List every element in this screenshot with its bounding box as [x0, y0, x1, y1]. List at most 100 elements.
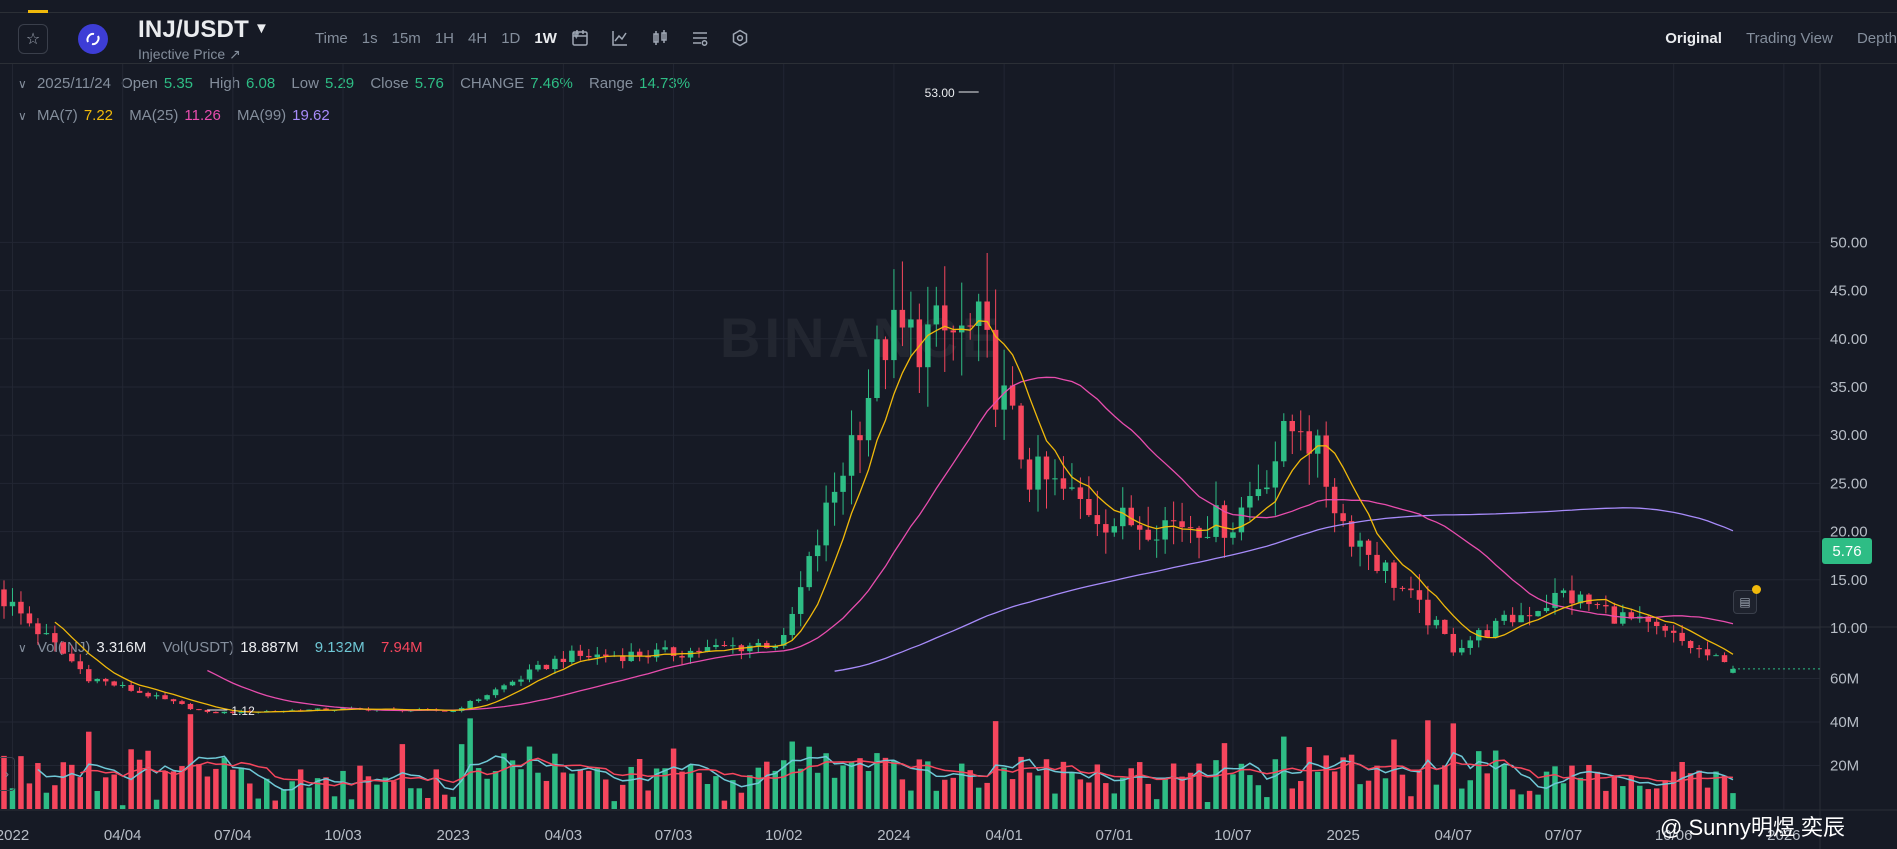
collapse-chevron-icon[interactable]: ∨ [18, 77, 27, 91]
view-trading-view[interactable]: Trading View [1746, 30, 1833, 47]
candle-body [653, 649, 660, 658]
candle-body [1306, 431, 1312, 454]
volume-bar [1043, 759, 1050, 809]
volume-bar [365, 776, 372, 809]
volume-bar [69, 764, 75, 809]
candle-body [170, 699, 177, 702]
candle-body [569, 650, 575, 663]
extreme-marker-label-0: 53.00 [925, 86, 955, 100]
volume-bar [416, 788, 423, 809]
candle-body [696, 650, 702, 652]
candle-body [1111, 526, 1118, 533]
candle-body [1221, 505, 1228, 538]
indicators-icon[interactable] [680, 26, 720, 50]
candle-body [9, 601, 16, 607]
candle-body [1645, 616, 1651, 622]
view-depth[interactable]: Depth [1856, 30, 1897, 47]
candle-body [1357, 540, 1363, 547]
volume-bar [1637, 785, 1643, 809]
volume-bar [535, 772, 541, 809]
favorite-star-icon[interactable]: ☆ [18, 24, 48, 54]
candle-body [314, 708, 321, 710]
ma7-value: 7.22 [83, 107, 114, 124]
volume-bar [238, 767, 245, 809]
candle-body [992, 329, 999, 410]
candle-body [1094, 515, 1101, 525]
volume-bar [77, 777, 84, 809]
candle-body [1077, 487, 1084, 500]
volume-bar [1543, 771, 1550, 809]
pair-title[interactable]: INJ/USDT [138, 16, 249, 43]
volume-bar [1611, 775, 1618, 809]
time-tick-1: 04/04 [104, 827, 142, 844]
volume-bar [1238, 763, 1245, 809]
volume-bar [1077, 779, 1084, 809]
candle-body [1136, 525, 1143, 530]
time-tick-7: 10/02 [765, 827, 803, 844]
volume-bar [1459, 788, 1465, 809]
vol-collapse-chevron-icon[interactable]: ∨ [18, 641, 27, 655]
candle-body [340, 708, 346, 710]
candle-body [1128, 507, 1134, 526]
time-tick-11: 10/07 [1214, 827, 1252, 844]
candle-body [882, 339, 889, 361]
volume-bar [1365, 780, 1372, 809]
note-icon[interactable]: ▤ [1733, 590, 1757, 614]
volume-bar [425, 797, 431, 809]
candle-body [1586, 594, 1592, 605]
volume-bar [1052, 793, 1058, 809]
candle-body [679, 656, 685, 658]
ma99-label: MA(99) [236, 107, 287, 124]
candle-body [526, 669, 533, 680]
candlestick-chart[interactable]: 10.00 15.00 20.00 25.00 30.00 35.00 40.00 45.00… [0, 64, 1897, 849]
pair-dropdown-caret-icon[interactable]: ▼ [254, 20, 269, 37]
candle-body [1365, 540, 1372, 555]
volume-bar [789, 741, 795, 809]
candle-body [501, 685, 507, 690]
interval-1h[interactable]: 1H [434, 30, 454, 47]
ma99-value: 19.62 [292, 107, 330, 124]
candlestick-icon[interactable] [640, 26, 680, 50]
volume-bar [43, 792, 50, 809]
volume-bar [772, 770, 779, 809]
volume-bar [840, 765, 846, 809]
volume-bar [1653, 788, 1660, 809]
volume-bar [586, 770, 592, 809]
volume-bar [162, 771, 168, 809]
interval-1d[interactable]: 1D [501, 30, 521, 47]
volume-bar [204, 776, 211, 809]
candle-body [1696, 648, 1702, 650]
side-panel-toggle-icon[interactable]: › [0, 757, 15, 791]
volume-bar [543, 780, 550, 809]
volume-bar [1035, 775, 1041, 809]
volume-bar [1086, 782, 1092, 809]
interval-1w[interactable]: 1W [534, 30, 557, 47]
time-tick-6: 07/03 [655, 827, 693, 844]
volume-bar [1467, 780, 1473, 809]
line-chart-icon[interactable] [600, 26, 640, 50]
candle-body [1213, 505, 1219, 537]
candle-body [475, 699, 482, 701]
candle-body [899, 309, 906, 328]
interval-time[interactable]: Time [315, 30, 348, 47]
interval-15m[interactable]: 15m [391, 30, 421, 47]
volume-bar [408, 788, 414, 809]
volume-bar [272, 800, 278, 809]
ma-collapse-chevron-icon[interactable]: ∨ [18, 109, 27, 123]
interval-4h[interactable]: 4H [468, 30, 488, 47]
candle-body [1052, 478, 1058, 480]
pair-subtitle-link[interactable]: Injective Price ↗ [138, 46, 241, 62]
vol-ma2-line [80, 757, 1734, 787]
candle-body [535, 664, 541, 670]
candle-body [1, 589, 7, 607]
view-original[interactable]: Original [1665, 30, 1722, 47]
interval-1s[interactable]: 1s [361, 30, 378, 47]
vol-inj-value: 3.316M [96, 639, 147, 656]
calendar-icon[interactable] [560, 26, 600, 50]
candle-body [1611, 606, 1618, 624]
volume-bar [755, 767, 762, 809]
settings-icon[interactable] [720, 26, 760, 50]
volume-bar [1484, 773, 1490, 809]
volume-bar [1696, 770, 1702, 809]
candle-body [450, 710, 456, 712]
